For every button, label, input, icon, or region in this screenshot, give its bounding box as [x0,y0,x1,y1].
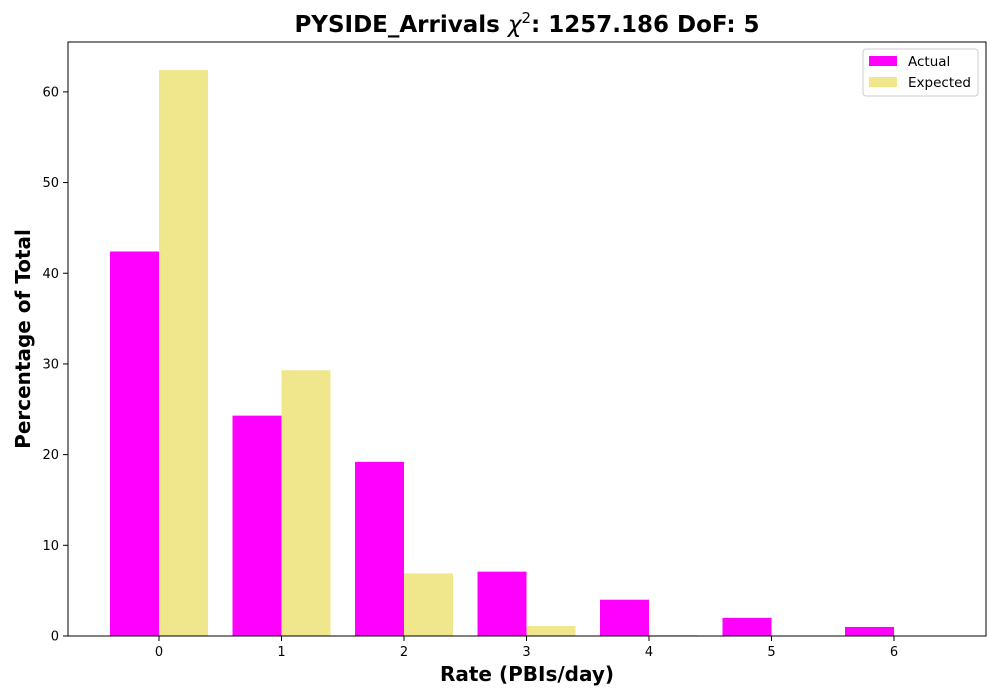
bar-actual-6 [845,626,894,636]
x-tick-label-6: 6 [890,645,898,660]
legend: Actual Expected [862,48,979,97]
y-tick-label-60: 60 [42,85,59,100]
x-tick-label-0: 0 [155,645,163,660]
bar-actual-2 [355,461,404,636]
x-tick-label-1: 1 [277,645,285,660]
x-axis-label: Rate (PBIs/day) [440,662,614,686]
y-tick-label-20: 20 [42,448,59,463]
x-tick-label-2: 2 [400,645,408,660]
y-tick-label-10: 10 [42,539,59,554]
chart-title: PYSIDE_Arrivals χ2: 1257.186 DoF: 5 [294,9,759,38]
chart-title-prefix: PYSIDE_Arrivals [294,12,507,38]
bar-expected-1 [281,370,331,636]
bar-actual-5 [722,617,772,636]
y-tick-label-40: 40 [42,267,59,282]
y-tick-label-30: 30 [42,357,59,372]
bar-actual-0 [110,251,159,636]
x-tick-label-4: 4 [645,645,653,660]
bar-expected-2 [404,573,453,636]
legend-label-expected: Expected [908,75,971,91]
bar-actual-3 [477,571,527,636]
y-tick-label-0: 0 [51,630,59,645]
x-tick-label-5: 5 [767,645,775,660]
bars-layer [110,70,894,636]
bar-expected-0 [159,70,208,636]
chart-title-power: 2 [521,9,531,27]
bar-actual-4 [600,599,649,636]
bar-actual-1 [232,415,282,636]
legend-swatch-expected [869,77,897,87]
y-axis-label: Percentage of Total [11,229,35,449]
legend-label-actual: Actual [908,54,950,70]
bar-expected-3 [526,626,576,636]
chart-title-suffix: : 1257.186 DoF: 5 [531,12,760,38]
legend-swatch-actual [869,56,897,66]
y-tick-label-50: 50 [42,176,59,191]
x-tick-label-3: 3 [522,645,530,660]
chart-title-symbol: χ [506,12,523,38]
